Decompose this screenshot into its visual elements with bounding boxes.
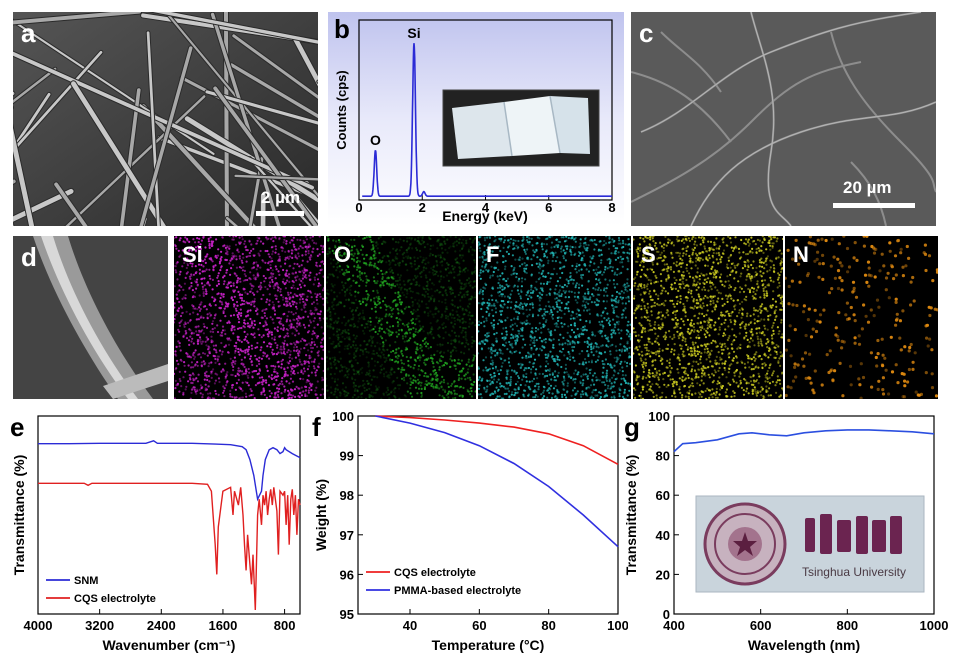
y-tick-label-g: 100 [648,409,670,424]
y-tick-label-f: 99 [340,449,354,464]
legend-label-pmma: PMMA-based electrolyte [394,585,521,597]
inset-photo-logo: Tsinghua University [696,496,924,592]
element-map-label: S [641,242,656,268]
panel-label-e: e [10,412,24,442]
legend-label-cqs-f: CQS electrolyte [394,567,476,579]
element-map-label: N [793,242,809,268]
panel-label-d: d [21,244,37,270]
x-tick-label-g: 800 [836,618,858,633]
element-map-n: N [785,236,938,399]
panel-label-g: g [624,412,640,442]
series-line-e [38,441,300,499]
element-map-f: F [478,236,631,399]
series-line-e [38,483,300,610]
element-map-label: F [486,242,499,268]
x-tick-label-e: 2400 [147,618,176,633]
element-map-s: S [633,236,783,399]
y-tick-label-f: 100 [332,409,354,424]
y-tick-label-g: 20 [656,567,670,582]
inset-caption: Tsinghua University [802,565,906,579]
element-map-o: O [326,236,476,399]
element-map-si: Si [174,236,324,399]
inset-photo-membrane [443,90,599,166]
x-tick-label-g: 600 [750,618,772,633]
peak-label-o: O [370,132,381,148]
y-tick-label-f: 98 [340,488,354,503]
y-axis-label-g: Transmittance (%) [623,455,639,576]
legend-label-snm: SNM [74,575,98,587]
x-tick-label-b: 2 [419,200,426,215]
x-tick-label-e: 800 [274,618,296,633]
legend-label-cqs: CQS electrolyte [74,593,156,605]
y-tick-label-f: 97 [340,528,354,543]
x-tick-label-b: 6 [545,200,552,215]
sem-image-surface: c 20 µm [631,12,936,226]
scale-bar-label-a: 2 µm [261,188,300,208]
x-tick-label-g: 1000 [920,618,949,633]
x-axis-label-b: Energy (keV) [442,208,528,224]
panel-label-c: c [639,20,653,46]
y-tick-label-g: 0 [663,607,670,622]
series-line-f [375,416,618,547]
x-tick-label-f: 60 [472,618,486,633]
y-tick-label-g: 60 [656,488,670,503]
element-map-label: Si [182,242,203,268]
panel-label-a: a [21,20,35,46]
y-axis-label-f: Weight (%) [313,479,329,551]
element-map-dots [478,236,631,399]
y-tick-label-g: 40 [656,528,670,543]
x-axis-label-e: Wavenumber (cm⁻¹) [103,637,236,653]
scale-bar-label-c: 20 µm [843,178,892,198]
x-tick-label-b: 8 [608,200,615,215]
x-axis-label-f: Temperature (°C) [432,637,545,653]
x-tick-label-e: 3200 [85,618,114,633]
x-tick-label-f: 80 [541,618,555,633]
series-line-g [674,430,934,452]
x-tick-label-e: 1600 [208,618,237,633]
panel-label-b: b [334,14,350,44]
y-tick-label-g: 80 [656,449,670,464]
scale-bar-a [256,211,304,216]
scale-bar-c [833,203,915,208]
element-map-label: O [334,242,351,268]
peak-label-si: Si [407,25,420,41]
y-tick-label-f: 96 [340,567,354,582]
y-axis-label-e: Transmittance (%) [11,455,27,576]
x-tick-label-f: 40 [403,618,417,633]
x-tick-label-b: 0 [355,200,362,215]
sem-image-single-fiber: d [13,236,168,399]
x-tick-label-e: 4000 [24,618,53,633]
panel-label-f: f [312,412,321,442]
eds-element-maps: Si O F S N [174,236,936,399]
y-axis-label-b: Counts (cps) [334,70,349,149]
y-tick-label-f: 95 [340,607,354,622]
sem-image-fibers: a 2 µm [13,12,318,226]
x-axis-label-g: Wavelength (nm) [748,637,860,653]
x-axis-label-e-text: Wavenumber (cm⁻¹) [103,637,236,653]
